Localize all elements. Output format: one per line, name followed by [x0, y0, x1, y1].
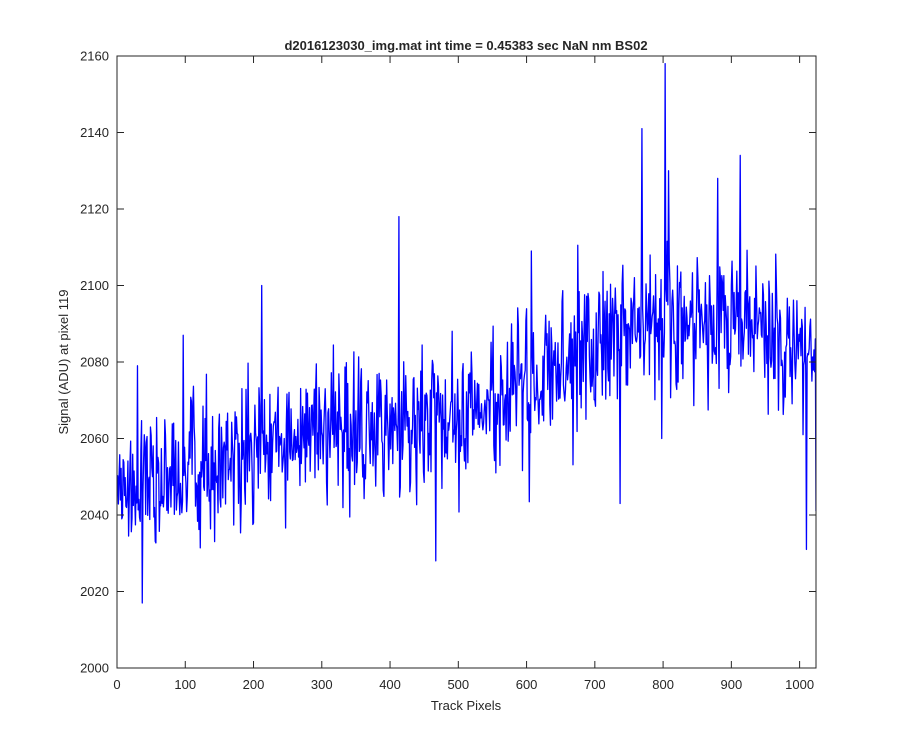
y-tick-label: 2100 — [80, 278, 109, 293]
y-tick-label: 2160 — [80, 49, 109, 64]
x-tick-label: 100 — [174, 677, 196, 692]
series-layer — [117, 63, 816, 604]
x-tick-label: 1000 — [785, 677, 814, 692]
x-tick-label: 800 — [652, 677, 674, 692]
y-tick-label: 2060 — [80, 431, 109, 446]
y-tick-label: 2080 — [80, 355, 109, 370]
x-tick-label: 900 — [721, 677, 743, 692]
y-tick-label: 2000 — [80, 661, 109, 676]
signal-line — [117, 63, 816, 604]
y-axis-label: Signal (ADU) at pixel 119 — [56, 290, 71, 435]
y-tick-label: 2020 — [80, 584, 109, 599]
x-tick-label: 400 — [379, 677, 401, 692]
x-tick-label: 200 — [243, 677, 265, 692]
y-tick-label: 2040 — [80, 508, 109, 523]
y-tick-label: 2140 — [80, 125, 109, 140]
x-tick-label: 600 — [516, 677, 538, 692]
x-tick-label: 0 — [113, 677, 120, 692]
x-tick-label: 700 — [584, 677, 606, 692]
chart-title: d2016123030_img.mat int time = 0.45383 s… — [284, 38, 647, 53]
x-tick-label: 500 — [447, 677, 469, 692]
axes-layer: 0 100 200 300 400 500 600 700 800 900 1000 2000 2020… — [80, 49, 817, 692]
plot-area — [117, 56, 816, 668]
x-axis-label: Track Pixels — [431, 698, 502, 713]
y-tick-label: 2120 — [80, 202, 109, 217]
x-tick-label: 300 — [311, 677, 333, 692]
